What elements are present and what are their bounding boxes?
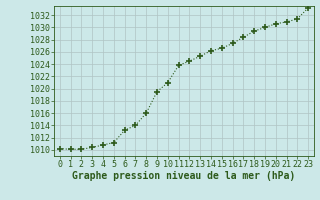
X-axis label: Graphe pression niveau de la mer (hPa): Graphe pression niveau de la mer (hPa) xyxy=(72,171,296,181)
